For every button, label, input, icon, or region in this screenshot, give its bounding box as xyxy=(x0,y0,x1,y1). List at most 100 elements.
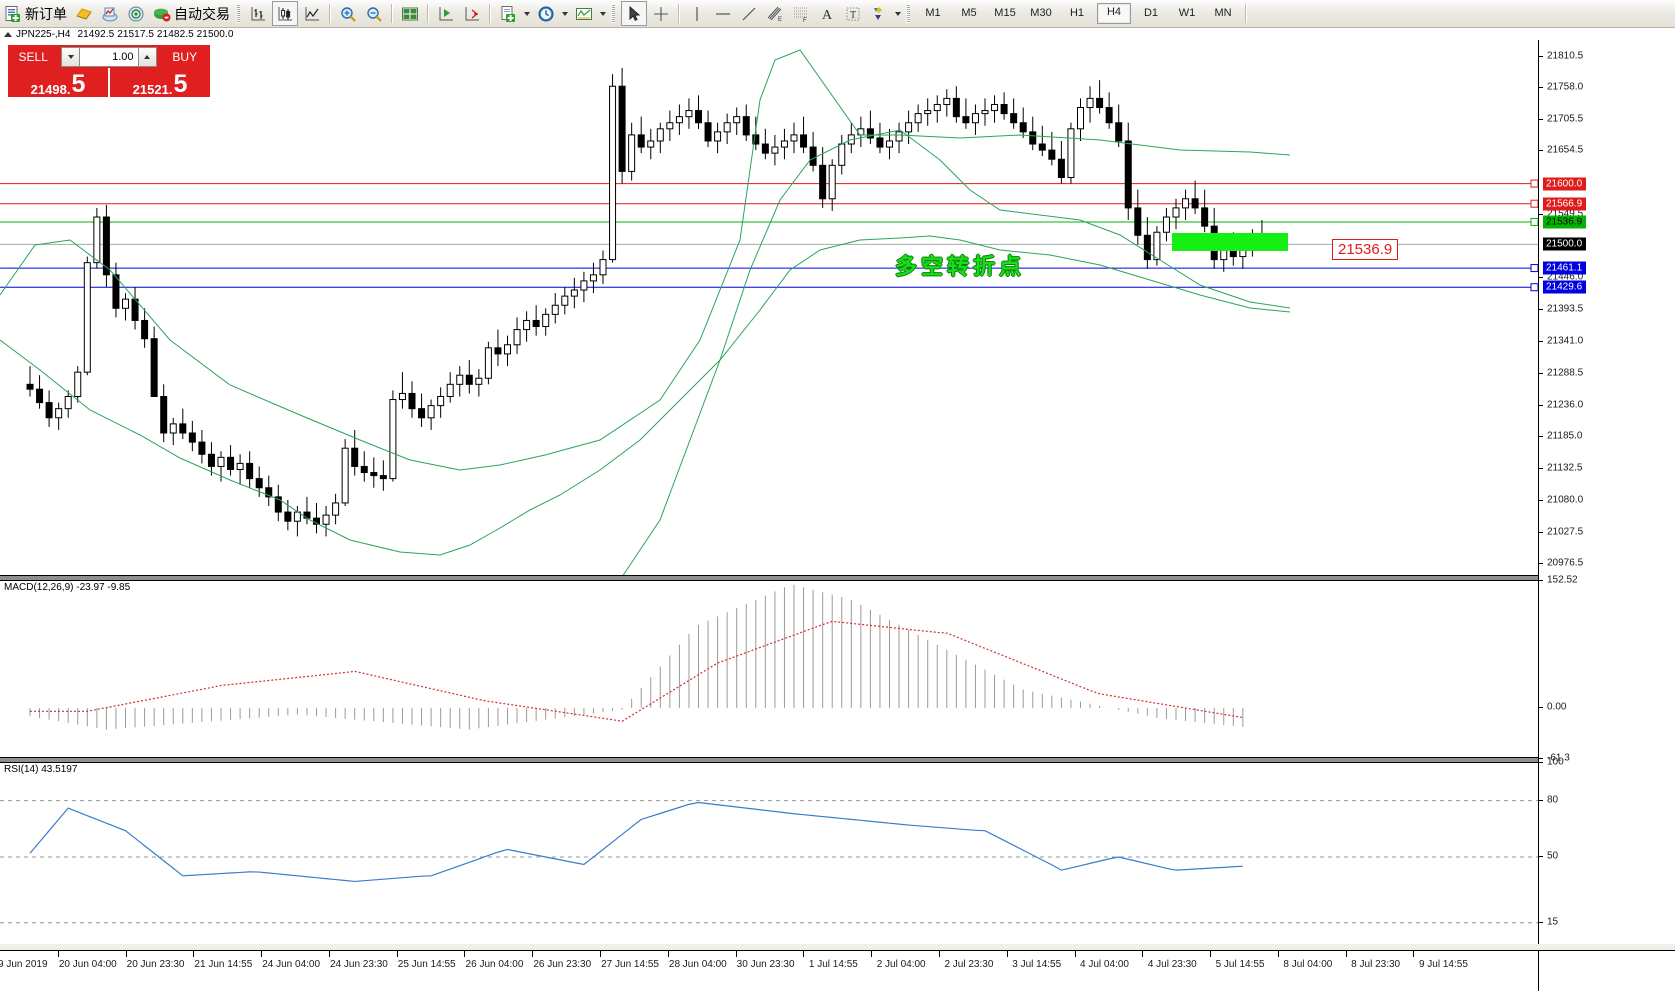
signals-button[interactable] xyxy=(124,2,148,25)
horizontal-line-button[interactable] xyxy=(711,2,735,25)
market-watch-button[interactable] xyxy=(398,2,422,25)
time-axis[interactable]: 19 Jun 2019 20 Jun 04:00 20 Jun 23:30 21 Ju… xyxy=(0,950,1538,991)
time-axis-label: 1 Jul 14:55 xyxy=(808,959,858,970)
volume-decrease-button[interactable] xyxy=(61,46,81,67)
volume-increase-button[interactable] xyxy=(137,46,157,67)
cursor-button[interactable] xyxy=(621,1,647,26)
toolbar-grip-3[interactable] xyxy=(906,4,910,23)
price-axis-tick xyxy=(1539,55,1543,57)
fibonacci-retracement-button[interactable]: F xyxy=(789,2,813,25)
svg-text:T: T xyxy=(850,10,856,21)
indicators-button[interactable] xyxy=(72,2,96,25)
templates-dropdown-caret[interactable] xyxy=(524,11,530,16)
volume-input[interactable]: 1.00 xyxy=(80,46,138,67)
price-axis-tick xyxy=(1539,341,1543,343)
text-icon: A xyxy=(818,5,836,23)
price-axis-tick xyxy=(1539,436,1543,438)
bottom-strip xyxy=(0,944,1675,950)
new-order-button[interactable]: 新订单 xyxy=(1,2,70,25)
price-level-badge-resistance[interactable]: 21566.9 xyxy=(1543,197,1587,211)
time-axis-tick xyxy=(193,951,195,957)
price-level-badge-support[interactable]: 21429.6 xyxy=(1543,280,1587,294)
shapes-dropdown-caret[interactable] xyxy=(895,11,901,16)
price-chart-svg xyxy=(0,49,1539,581)
trendline-button[interactable] xyxy=(737,2,761,25)
price-axis-tick xyxy=(1539,277,1543,279)
highlight-rectangle[interactable] xyxy=(1172,233,1288,251)
price-axis[interactable]: 21810.5 21758.0 21705.5 21654.5 21549.5 21446… xyxy=(1538,40,1675,956)
price-pane[interactable] xyxy=(0,40,1539,581)
chart-text-annotation[interactable]: 多空转折点 xyxy=(895,255,1026,280)
price-level-badge-annotation[interactable]: 21536.9 xyxy=(1543,215,1587,229)
bar-chart-button[interactable] xyxy=(246,2,270,25)
crosshair-button[interactable] xyxy=(649,2,673,25)
toolbar-grip-1[interactable] xyxy=(236,4,240,23)
price-axis-label: 21654.5 xyxy=(1547,144,1584,156)
indicator-list-icon xyxy=(575,5,593,23)
price-level-badge-support[interactable]: 21461.1 xyxy=(1543,261,1587,275)
line-chart-button[interactable] xyxy=(300,2,324,25)
text-label-button[interactable]: T xyxy=(841,2,865,25)
chevron-up-icon xyxy=(144,54,151,59)
zoom-out-button[interactable] xyxy=(362,2,386,25)
time-axis-label: 24 Jun 23:30 xyxy=(329,959,388,970)
timeframe-w1[interactable]: W1 xyxy=(1178,7,1196,19)
toolbar-grip-2[interactable] xyxy=(611,4,615,23)
timeframe-h4[interactable]: H4 xyxy=(1097,3,1131,24)
timeframe-h1[interactable]: H1 xyxy=(1069,7,1085,19)
equidistant-channel-button[interactable]: E xyxy=(763,2,787,25)
collapse-triangle-icon[interactable] xyxy=(4,31,12,37)
sell-price-dot: . xyxy=(66,82,71,97)
zoom-in-button[interactable] xyxy=(336,2,360,25)
price-axis-tick xyxy=(1539,150,1543,152)
macd-pane[interactable] xyxy=(0,580,1538,760)
price-axis-tick xyxy=(1539,119,1543,121)
horizontal-line-icon xyxy=(714,5,732,23)
time-axis-tick xyxy=(1006,951,1008,957)
toolbar-separator-6 xyxy=(1245,4,1247,23)
time-axis-label: 19 Jun 2019 xyxy=(0,959,48,970)
rsi-pane[interactable] xyxy=(0,762,1538,952)
timeframe-m1[interactable]: M1 xyxy=(925,7,941,19)
symbol-info-bar: JPN225-,H4 21492.5 21517.5 21482.5 21500… xyxy=(0,28,234,40)
sell-price[interactable]: 21498 . 5 xyxy=(8,68,108,97)
toolbar-separator-3 xyxy=(427,4,429,23)
symbol-ohlc: 21492.5 21517.5 21482.5 21500.0 xyxy=(77,28,234,40)
price-label-box[interactable]: 21536.9 xyxy=(1332,239,1399,260)
data-window-button[interactable] xyxy=(98,2,122,25)
fibonacci-retracement-icon: F xyxy=(792,5,810,24)
macd-axis-label: 152.52 xyxy=(1547,574,1578,586)
auto-trading-button[interactable]: 自动交易 xyxy=(150,2,233,25)
price-level-badge-current-price[interactable]: 21500.0 xyxy=(1543,237,1587,251)
indicator-list-button[interactable] xyxy=(572,2,596,25)
period-button[interactable] xyxy=(534,2,558,25)
period-dropdown-caret[interactable] xyxy=(562,11,568,16)
sell-button[interactable]: SELL xyxy=(8,45,59,68)
timeframe-d1[interactable]: D1 xyxy=(1143,7,1159,19)
price-level-badge-resistance[interactable]: 21600.0 xyxy=(1543,177,1587,191)
candlestick-chart-button[interactable] xyxy=(272,1,298,26)
chart-shift-button[interactable] xyxy=(460,2,484,25)
timeframe-m30[interactable]: M30 xyxy=(1030,7,1052,19)
price-axis-label: 21027.5 xyxy=(1547,526,1584,538)
timeframe-mn[interactable]: MN xyxy=(1214,7,1232,19)
autoscroll-button[interactable] xyxy=(434,2,458,25)
timeframe-m5[interactable]: M5 xyxy=(961,7,977,19)
buy-price-dot: . xyxy=(168,82,173,97)
rsi-indicator-label: RSI(14) 43.5197 xyxy=(4,764,78,775)
buy-price[interactable]: 21521 . 5 xyxy=(110,68,210,97)
time-axis-label: 30 Jun 23:30 xyxy=(736,959,795,970)
buy-button[interactable]: BUY xyxy=(159,45,210,68)
price-axis-label: 21080.0 xyxy=(1547,494,1584,506)
text-button[interactable]: A xyxy=(815,2,839,25)
price-axis-label: 21132.5 xyxy=(1547,462,1583,474)
vertical-line-button[interactable] xyxy=(685,2,709,25)
timeframe-m15[interactable]: M15 xyxy=(994,7,1016,19)
period-icon xyxy=(537,5,555,23)
time-axis-tick xyxy=(464,951,466,957)
templates-button[interactable] xyxy=(496,2,520,25)
shapes-button[interactable] xyxy=(867,2,891,25)
chart-area[interactable]: MACD(12,26,9) -23.97 -9.85 RSI(14) 43.51… xyxy=(0,40,1675,991)
indicator-dropdown-caret[interactable] xyxy=(600,11,606,16)
rsi-chart-svg xyxy=(0,800,1538,924)
